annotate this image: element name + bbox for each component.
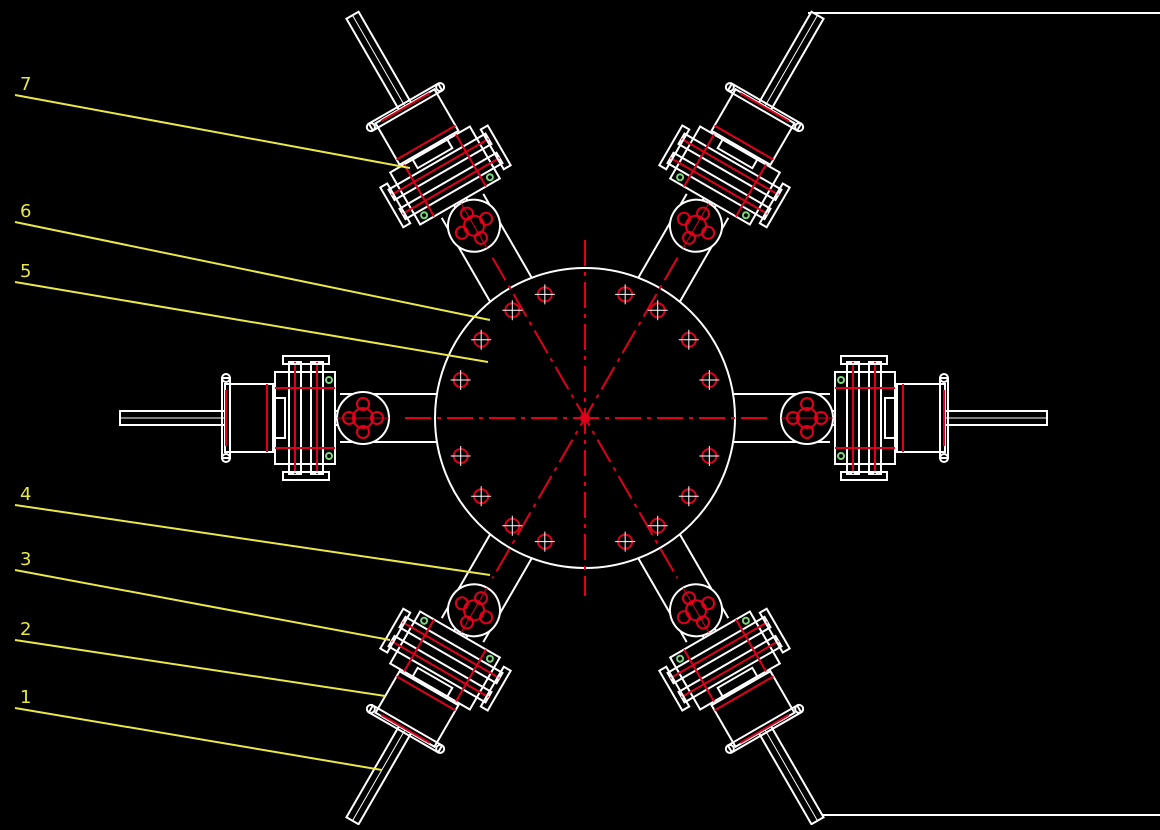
center-mark: [580, 413, 590, 423]
callout-1: 1: [15, 687, 382, 770]
callout-5: 5: [15, 261, 488, 362]
arm-right: [725, 356, 1047, 480]
callout-label-1: 1: [20, 687, 31, 708]
callout-label-3: 3: [20, 549, 31, 570]
callout-label-2: 2: [20, 619, 31, 640]
callout-label-4: 4: [20, 484, 31, 505]
arm-left: [120, 356, 445, 480]
callout-label-5: 5: [20, 261, 31, 282]
callout-label-6: 6: [20, 201, 31, 222]
callout-label-7: 7: [20, 74, 31, 95]
callout-4: 4: [15, 484, 490, 575]
callout-2: 2: [15, 619, 385, 696]
callout-3: 3: [15, 549, 390, 640]
callout-7: 7: [15, 74, 410, 168]
